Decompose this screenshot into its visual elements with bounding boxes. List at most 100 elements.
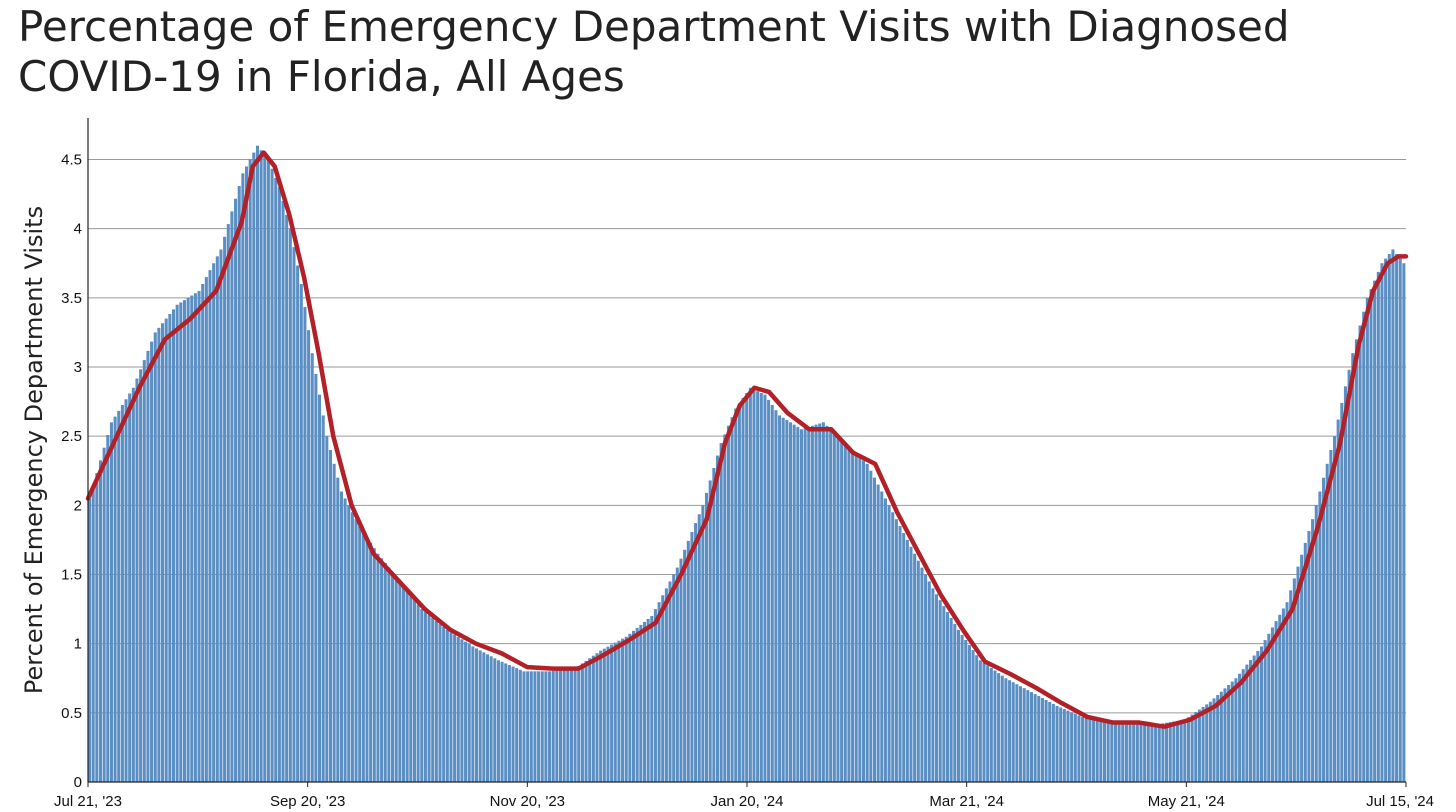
bar [106,435,110,782]
bar [270,168,274,783]
bar [588,658,592,782]
bar [1059,707,1063,782]
bar [1044,699,1048,782]
bar [734,408,738,782]
bar [715,455,720,782]
bar [1161,723,1165,782]
bar [460,639,464,782]
bar [1223,688,1227,782]
bar [347,505,351,782]
bar [1128,722,1132,782]
bar [1051,703,1055,782]
bar [1095,719,1099,782]
bar [318,394,322,782]
bar [1376,271,1380,782]
bar [120,405,124,782]
bar [1183,719,1187,782]
bar [376,553,380,782]
bar [475,648,479,782]
bar [1033,694,1037,782]
bar [555,670,559,782]
bar [1387,254,1391,782]
bar [1117,721,1121,782]
bar [131,387,135,782]
bar [701,505,705,782]
bar [237,186,241,782]
bar [635,627,639,782]
bar [1362,311,1366,782]
bar [383,562,387,782]
bar [369,542,373,782]
bar [489,656,493,782]
bar [467,644,471,782]
bar [862,460,866,782]
bar [201,284,205,782]
bar [420,609,424,782]
x-tick-label: Mar 21, '24 [929,793,1004,810]
bar [1048,701,1052,782]
bar [405,590,409,782]
bar [1175,720,1180,782]
bar [456,636,460,782]
bar [255,145,259,783]
bar [1099,719,1103,782]
bar [913,553,917,782]
bar [661,595,665,782]
bar [212,263,216,782]
bar [193,293,197,782]
bar [975,655,979,782]
bar [511,666,515,782]
bar [599,650,603,782]
bar [942,606,946,782]
bar [1274,621,1278,782]
bar [150,341,154,782]
bar [584,660,588,782]
bar [1369,289,1373,782]
bar [197,290,201,782]
bar [997,673,1001,782]
bar [540,671,544,782]
bar [821,422,825,782]
bar [927,581,931,782]
bar [1252,655,1256,782]
bar [1296,566,1300,782]
bar [1259,646,1264,782]
bar [208,270,212,782]
bar [730,417,734,782]
y-tick-label: 3 [74,359,82,376]
bar [920,567,924,782]
bar [241,173,245,782]
bar [124,399,128,782]
bar [938,600,942,782]
bar [325,436,329,782]
bar [1179,720,1183,782]
bar [883,498,887,782]
bar [186,297,190,782]
bar [471,646,475,782]
bar [1190,714,1194,782]
bar [164,318,168,782]
bar [1263,640,1267,782]
bar [624,636,628,782]
bar [1026,690,1030,782]
bar [1194,712,1198,782]
y-tick-label: 0 [74,774,82,791]
bar [683,549,687,782]
bar [204,277,208,782]
bar [1219,691,1223,782]
bar [1055,705,1059,782]
bar [478,650,482,782]
bar [840,439,844,783]
bar [880,491,884,782]
bar [723,434,727,782]
bar [526,671,530,782]
bar [285,214,289,782]
bar [1354,339,1358,782]
bar [296,265,300,782]
bar [591,655,595,782]
bar [274,177,278,782]
bar [650,616,654,782]
bar [442,626,446,782]
bar [642,621,646,782]
